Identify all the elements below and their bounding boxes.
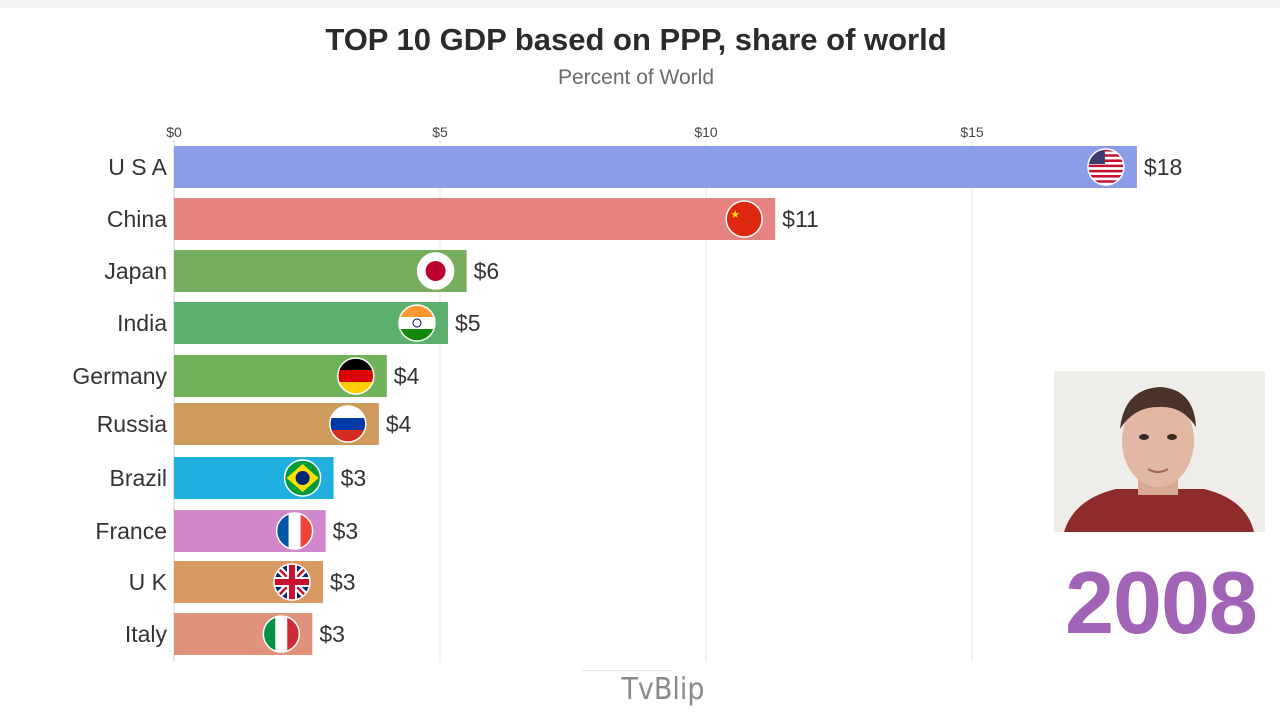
value-label: $3: [319, 621, 345, 647]
category-label: India: [117, 310, 167, 336]
bar-row: France $3: [95, 510, 358, 552]
value-label: $6: [474, 258, 500, 284]
webcam-overlay: [1054, 371, 1265, 532]
bar-row: Brazil $3: [109, 457, 366, 499]
category-label: U S A: [108, 154, 167, 180]
brazil-flag-icon: [283, 459, 322, 497]
bar-row: Russia $4: [97, 403, 412, 445]
chart-title: TOP 10 GDP based on PPP, share of world: [325, 22, 947, 57]
bar-row: Germany $4: [72, 355, 420, 397]
italy-flag-icon: [262, 615, 301, 653]
germany-flag-icon: [337, 357, 375, 395]
x-tick-label: $15: [960, 124, 984, 140]
bar: [174, 198, 776, 240]
category-label: U K: [129, 569, 168, 595]
value-label: $4: [394, 363, 420, 389]
value-label: $3: [330, 569, 356, 595]
x-tick-label: $0: [166, 124, 182, 140]
category-label: France: [95, 518, 167, 544]
value-label: $5: [455, 310, 481, 336]
category-label: Germany: [72, 363, 167, 389]
svg-text:★: ★: [730, 209, 740, 221]
value-label: $11: [782, 206, 819, 232]
category-label: China: [107, 206, 167, 232]
bar-row: U S A $18: [108, 146, 1182, 188]
chart-subtitle: Percent of World: [557, 66, 714, 89]
value-label: $4: [386, 411, 412, 437]
bar: [174, 146, 1137, 188]
usa-flag-icon: [1087, 148, 1125, 186]
watermark-divider: [582, 670, 672, 671]
bar-row: Japan $6: [104, 250, 499, 292]
category-label: Russia: [97, 411, 168, 437]
russia-flag-icon: [329, 405, 367, 443]
france-flag-icon: [275, 512, 314, 550]
value-label: $3: [333, 518, 359, 544]
bar-row: Italy $3: [125, 613, 345, 655]
category-label: Brazil: [109, 465, 167, 491]
uk-flag-icon: [273, 563, 311, 601]
bar-row: India $5: [117, 302, 481, 344]
category-label: Japan: [104, 258, 167, 284]
japan-flag-icon: [416, 252, 455, 290]
top-strip: [0, 0, 1280, 8]
watermark: TvBlip: [621, 672, 705, 707]
india-flag-icon: [398, 304, 436, 342]
bar-row: U K $3: [129, 561, 356, 603]
value-label: $18: [1144, 154, 1182, 180]
value-label: $3: [341, 465, 367, 491]
china-flag-icon: ★: [725, 200, 763, 238]
x-tick-label: $10: [694, 124, 718, 140]
presenter-video-icon: [1054, 371, 1265, 532]
x-tick-label: $5: [432, 124, 448, 140]
year-indicator: 2008: [1065, 553, 1258, 652]
category-label: Italy: [125, 621, 168, 647]
bar-row: China ★ $11: [107, 198, 819, 240]
